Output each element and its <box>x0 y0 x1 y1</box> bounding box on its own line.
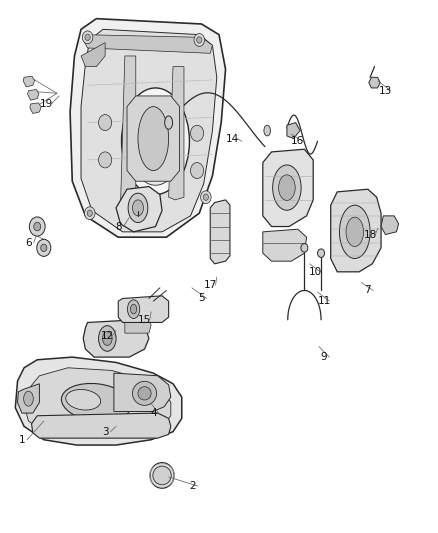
Polygon shape <box>120 56 136 211</box>
Polygon shape <box>118 296 169 322</box>
Ellipse shape <box>131 304 137 314</box>
Text: 14: 14 <box>226 134 239 143</box>
Circle shape <box>194 34 205 46</box>
Text: 8: 8 <box>115 222 122 231</box>
Text: 6: 6 <box>25 238 32 247</box>
Ellipse shape <box>61 383 131 422</box>
Polygon shape <box>81 43 105 67</box>
Ellipse shape <box>128 193 148 223</box>
Text: 16: 16 <box>291 136 304 146</box>
Circle shape <box>197 37 202 43</box>
Circle shape <box>99 115 112 131</box>
Polygon shape <box>125 317 151 333</box>
Circle shape <box>301 244 308 252</box>
Polygon shape <box>83 35 212 53</box>
Ellipse shape <box>272 165 301 210</box>
Text: 11: 11 <box>318 296 331 306</box>
Ellipse shape <box>66 390 101 410</box>
Polygon shape <box>30 103 41 114</box>
Circle shape <box>191 125 204 141</box>
Polygon shape <box>263 149 313 227</box>
Text: 1: 1 <box>18 435 25 445</box>
Ellipse shape <box>153 466 171 485</box>
Ellipse shape <box>150 463 174 488</box>
Text: 4: 4 <box>150 408 157 418</box>
Ellipse shape <box>24 391 33 406</box>
Ellipse shape <box>102 332 112 345</box>
Text: 5: 5 <box>198 294 205 303</box>
Ellipse shape <box>138 107 169 171</box>
Polygon shape <box>15 357 182 445</box>
Circle shape <box>41 244 47 252</box>
Polygon shape <box>24 368 171 437</box>
Text: 15: 15 <box>138 315 151 325</box>
Ellipse shape <box>127 300 140 319</box>
Text: 9: 9 <box>321 352 328 362</box>
Circle shape <box>99 152 112 168</box>
Text: 13: 13 <box>379 86 392 95</box>
Ellipse shape <box>165 116 173 130</box>
Text: 19: 19 <box>39 99 53 109</box>
Polygon shape <box>331 189 381 272</box>
Circle shape <box>29 217 45 236</box>
Circle shape <box>191 163 204 179</box>
Text: 2: 2 <box>189 481 196 491</box>
Polygon shape <box>18 384 39 413</box>
Circle shape <box>85 207 95 220</box>
Circle shape <box>37 239 51 256</box>
Polygon shape <box>70 19 226 237</box>
Polygon shape <box>287 123 300 139</box>
Ellipse shape <box>346 217 364 247</box>
Text: 10: 10 <box>309 267 322 277</box>
Ellipse shape <box>128 97 183 185</box>
Polygon shape <box>369 77 380 88</box>
Text: 18: 18 <box>364 230 377 239</box>
Ellipse shape <box>99 326 116 351</box>
Polygon shape <box>32 413 171 438</box>
Circle shape <box>82 31 93 44</box>
Circle shape <box>203 194 208 200</box>
Text: 12: 12 <box>101 331 114 341</box>
Polygon shape <box>263 229 307 261</box>
Circle shape <box>85 34 90 41</box>
Ellipse shape <box>339 205 370 259</box>
Polygon shape <box>169 67 184 200</box>
Ellipse shape <box>132 200 143 216</box>
Ellipse shape <box>132 382 157 405</box>
Ellipse shape <box>138 387 151 400</box>
Ellipse shape <box>264 125 271 136</box>
Circle shape <box>34 222 41 231</box>
Polygon shape <box>381 216 399 235</box>
Polygon shape <box>83 320 149 357</box>
Text: 17: 17 <box>204 280 217 290</box>
Polygon shape <box>81 29 217 232</box>
Circle shape <box>318 249 325 257</box>
Polygon shape <box>127 96 180 181</box>
Ellipse shape <box>279 175 295 200</box>
Polygon shape <box>210 200 230 264</box>
Polygon shape <box>28 90 39 100</box>
Ellipse shape <box>121 88 189 195</box>
Circle shape <box>87 210 92 216</box>
Circle shape <box>201 191 211 204</box>
Text: 3: 3 <box>102 427 109 437</box>
Polygon shape <box>116 187 162 232</box>
Polygon shape <box>114 373 171 411</box>
Text: 7: 7 <box>364 286 371 295</box>
Polygon shape <box>23 76 35 87</box>
